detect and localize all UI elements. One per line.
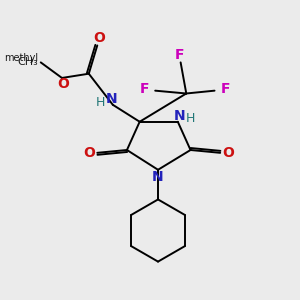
Text: F: F <box>175 48 184 62</box>
Text: N: N <box>152 170 164 184</box>
Text: methyl: methyl <box>4 53 38 63</box>
Text: F: F <box>140 82 149 96</box>
Text: O: O <box>223 146 235 160</box>
Text: F: F <box>220 82 230 96</box>
Text: O: O <box>94 32 106 45</box>
Text: O: O <box>57 77 69 91</box>
Text: O: O <box>83 146 95 160</box>
Text: H: H <box>96 96 105 109</box>
Text: N: N <box>106 92 117 106</box>
Text: CH₃: CH₃ <box>17 57 38 68</box>
Text: N: N <box>173 109 185 122</box>
Text: H: H <box>185 112 195 125</box>
